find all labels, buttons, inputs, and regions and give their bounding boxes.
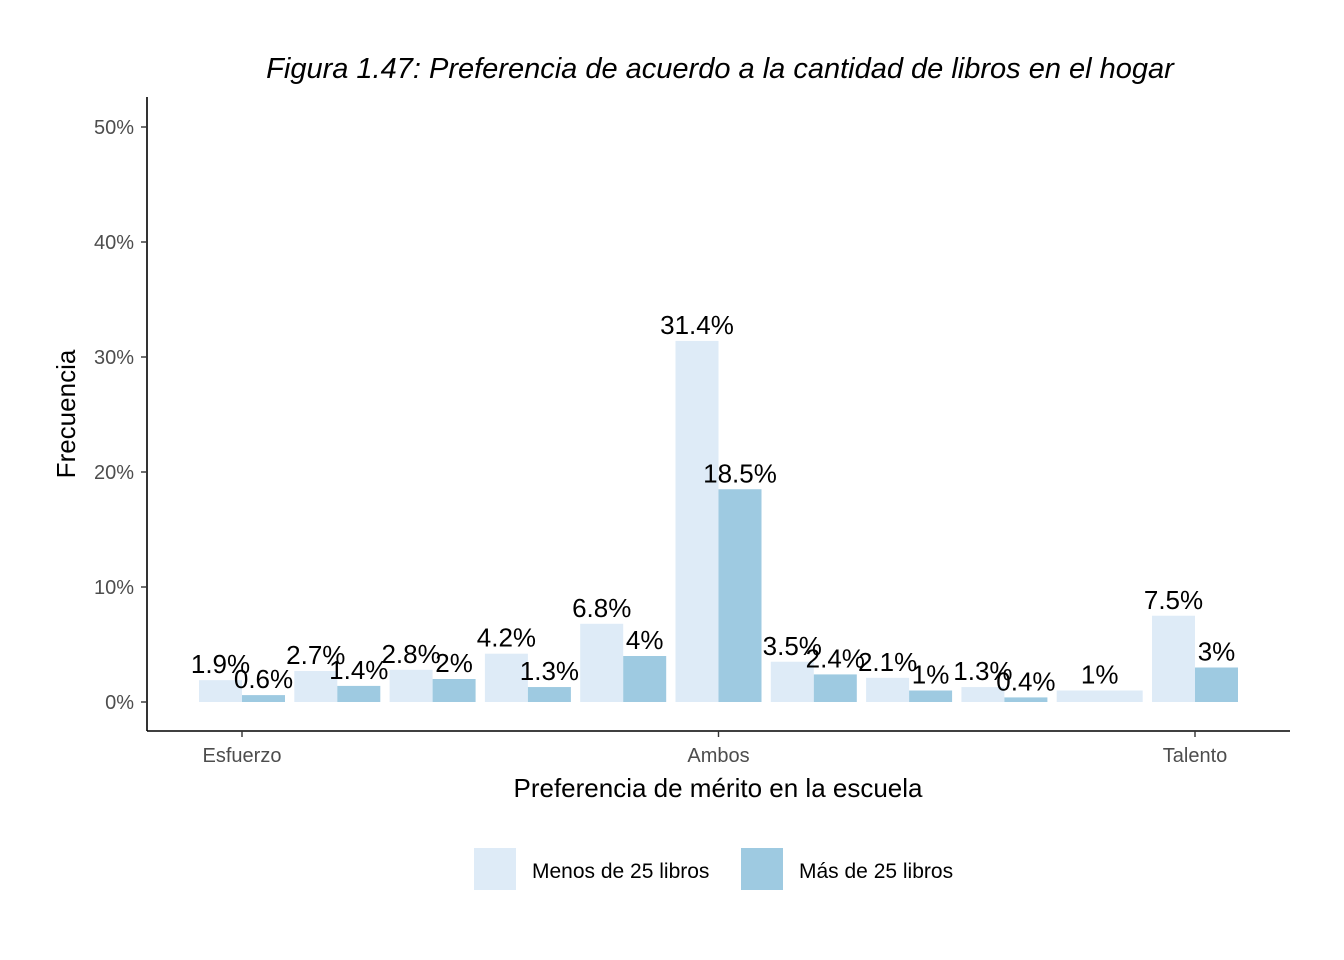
- bar-menos-25: [389, 669, 433, 702]
- bar-menos-25: [1152, 615, 1195, 702]
- data-label: 4.2%: [477, 623, 536, 653]
- bar-mas-25: [1195, 667, 1238, 702]
- data-label: 2.1%: [858, 647, 917, 677]
- data-label: 7.5%: [1144, 585, 1203, 615]
- bar-menos-25: [770, 661, 814, 702]
- data-label: 0.4%: [996, 666, 1055, 696]
- data-label: 1.3%: [520, 656, 579, 686]
- bar-menos-25: [580, 623, 624, 702]
- data-label: 1%: [1081, 660, 1119, 690]
- legend-key-menos-25: [474, 848, 516, 890]
- data-label: 2.8%: [381, 639, 440, 669]
- y-tick-label: 40%: [94, 232, 134, 254]
- bar-menos-25: [1056, 690, 1143, 702]
- data-labels-group: 1.9% 2.7% 2.8%4.2%6.8%31.4%3.5%2.1% 1.3% 1%7…: [191, 310, 1235, 697]
- y-tick-label: 10%: [94, 577, 134, 599]
- data-label: 1.9%: [191, 649, 250, 679]
- y-axis: 0% 10% 20% 30% 40% 50%: [94, 97, 148, 731]
- data-label: 1.4%: [329, 655, 388, 685]
- bar-mas-25: [242, 695, 285, 702]
- bar-menos-25: [484, 653, 528, 702]
- y-axis-title: Frecuencia: [51, 349, 81, 478]
- bar-menos-25: [866, 677, 910, 702]
- data-label: 3%: [1198, 637, 1236, 667]
- data-label: 1.3%: [953, 656, 1012, 686]
- data-label: 3.5%: [763, 631, 822, 661]
- legend-key-mas-25: [741, 848, 783, 890]
- bar-mas-25: [718, 489, 762, 702]
- x-axis: Esfuerzo Ambos Talento: [147, 730, 1290, 767]
- bar-mas-25: [1004, 697, 1048, 702]
- bar-mas-25: [813, 674, 857, 702]
- bar-mas-25: [909, 690, 953, 702]
- bar-menos-25: [294, 670, 338, 702]
- legend-label: Más de 25 libros: [799, 860, 953, 883]
- y-tick-label: 50%: [94, 117, 134, 139]
- data-label: 2%: [435, 648, 473, 678]
- bars-group: [199, 340, 1238, 702]
- data-label: 18.5%: [703, 458, 777, 488]
- x-tick-label: Ambos: [687, 745, 749, 767]
- bar-mas-25: [337, 685, 381, 702]
- bar-mas-25: [527, 687, 571, 702]
- chart-title: Figura 1.47: Preferencia de acuerdo a la…: [266, 53, 1175, 85]
- y-tick-label: 30%: [94, 347, 134, 369]
- data-label: 31.4%: [660, 310, 734, 340]
- bar-menos-25: [199, 680, 242, 702]
- bar-menos-25: [675, 340, 719, 702]
- x-axis-title: Preferencia de mérito en la escuela: [513, 773, 923, 803]
- data-label: 4%: [626, 625, 664, 655]
- data-label: 1%: [912, 660, 950, 690]
- data-label: 2.4%: [806, 643, 865, 673]
- bar-mas-25: [623, 656, 667, 702]
- bar-menos-25: [961, 687, 1005, 702]
- legend-label: Menos de 25 libros: [532, 860, 709, 883]
- y-tick-label: 0%: [105, 692, 134, 714]
- y-tick-label: 20%: [94, 462, 134, 484]
- data-label: 2.7%: [286, 640, 345, 670]
- data-label: 6.8%: [572, 593, 631, 623]
- data-label: 0.6%: [234, 664, 293, 694]
- legend: Menos de 25 libros Más de 25 libros: [474, 848, 953, 890]
- x-tick-label: Talento: [1163, 745, 1228, 767]
- bar-mas-25: [432, 679, 476, 702]
- x-tick-label: Esfuerzo: [203, 745, 282, 767]
